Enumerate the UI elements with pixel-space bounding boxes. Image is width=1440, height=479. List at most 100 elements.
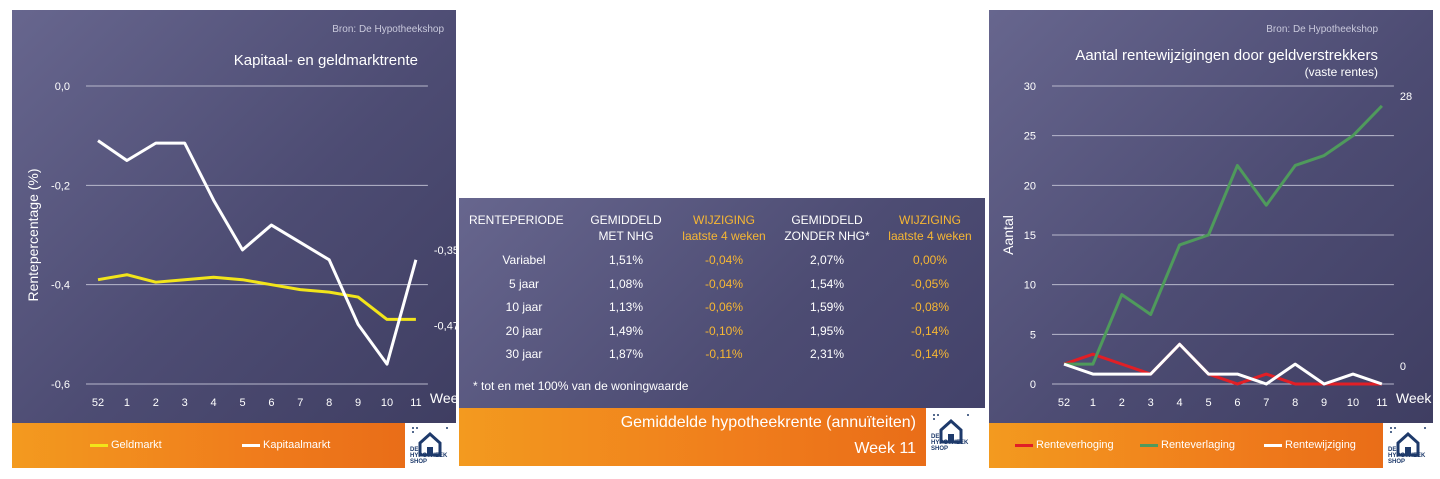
row-value: 1,13% (608, 300, 644, 314)
x-tick-label: 9 (1321, 397, 1327, 409)
legend-renteverlaging: Renteverlaging (1140, 439, 1235, 451)
table-footer: Gemiddelde hypotheekrente (annuïteiten) … (459, 408, 926, 466)
row-label: 10 jaar (505, 300, 543, 314)
x-tick-label: 10 (1347, 397, 1359, 409)
house-icon (933, 414, 969, 444)
legend-renteverhoging: Renteverhoging (1015, 439, 1114, 451)
y-tick-label: -0,6 (51, 379, 70, 391)
row-value: 1,51% (608, 253, 644, 267)
row-change: -0,04% (704, 253, 744, 267)
legend-swatch-renteverhoging (1015, 443, 1033, 447)
end-value-label: 28 (1400, 91, 1412, 103)
legend-label: Kapitaalmarkt (263, 439, 331, 451)
logo-text: DE HYPOTHEEK SHOP (931, 434, 969, 452)
row-label: Variabel (502, 253, 546, 267)
rate-changes-chart: Bron: De Hypotheekshop Aantal rentewijzig… (1000, 24, 1433, 409)
x-tick-label: 1 (1090, 397, 1096, 409)
series-line-kapitaalmarkt (97, 139, 418, 366)
header-gemiddeld-zonder-nhg: GEMIDDELD ZONDER NHG* (784, 213, 870, 243)
row-value: 1,54% (809, 277, 845, 291)
left-chart-footer (12, 423, 405, 468)
chart-subtitle: (vaste rentes) (1305, 65, 1378, 79)
chart-title: Kapitaal- en geldmarktrente (234, 52, 418, 69)
x-tick-label: 7 (1263, 397, 1269, 409)
row-value: 1,59% (809, 300, 845, 314)
y-tick-label: 25 (1024, 131, 1036, 143)
legend-swatch-renteverlaging (1140, 443, 1158, 447)
logo-text: DE HYPOTHEEK SHOP (1388, 447, 1426, 465)
x-axis-label: Week (1396, 390, 1433, 406)
x-tick-label: 3 (1148, 397, 1154, 409)
row-change: -0,10% (704, 324, 744, 338)
y-tick-label: -0,2 (51, 180, 70, 192)
series-line-renteverlaging (1064, 104, 1383, 366)
legend-label: Renteverlaging (1161, 439, 1235, 451)
source-label: Bron: De Hypotheekshop (332, 24, 444, 35)
legend-swatch-kapitaalmarkt (242, 443, 260, 447)
x-tick-label: 10 (381, 397, 393, 409)
logo-text: DE HYPOTHEEK SHOP (410, 447, 448, 465)
x-tick-label: 52 (1058, 397, 1070, 409)
x-tick-label: 1 (124, 397, 130, 409)
legend-label: Renteverhoging (1036, 439, 1114, 451)
header-wijziging-zonder-nhg: WIJZIGING laatste 4 weken (888, 213, 972, 243)
row-change: -0,14% (910, 324, 950, 338)
source-label: Bron: De Hypotheekshop (1266, 24, 1378, 35)
row-value: 1,49% (608, 324, 644, 338)
x-tick-label: 2 (1119, 397, 1125, 409)
right-chart-footer (989, 423, 1383, 468)
row-change: -0,05% (910, 277, 950, 291)
x-axis-label: Week (430, 390, 456, 406)
end-value-label: 0 (1400, 361, 1406, 373)
y-tick-label: 15 (1024, 230, 1036, 242)
row-value: 1,95% (809, 324, 845, 338)
row-value: 2,31% (809, 347, 845, 361)
series-line-rentewijziging (1063, 342, 1383, 386)
mortgage-rate-table: RENTEPERIODE GEMIDDELD MET NHG WIJZIGING l… (459, 198, 985, 408)
x-tick-label: 11 (1376, 397, 1387, 409)
hypotheekshop-logo: DE HYPOTHEEK SHOP (408, 423, 452, 467)
end-value-label: -0,35 (434, 245, 456, 257)
y-tick-label: 10 (1024, 280, 1036, 292)
house-icon (412, 427, 448, 457)
chart-title: Aantal rentewijzigingen door geldverstre… (1075, 47, 1378, 64)
table-footnote: * tot en met 100% van de woningwaarde (473, 379, 689, 393)
legend-label: Geldmarkt (111, 439, 162, 451)
house-icon (1390, 427, 1426, 457)
row-change: -0,08% (910, 300, 950, 314)
end-value-label: -0,47 (434, 320, 456, 332)
y-tick-label: -0,4 (51, 280, 70, 292)
row-change: -0,14% (910, 347, 950, 361)
row-label: 5 jaar (508, 277, 540, 291)
y-tick-label: 5 (1030, 329, 1036, 341)
interest-rate-chart: Bron: De Hypotheekshop Kapitaal- en geldm… (25, 24, 456, 409)
header-renteperiode: RENTEPERIODE (469, 213, 564, 227)
x-tick-label: 9 (355, 397, 361, 409)
x-tick-label: 4 (1177, 397, 1183, 409)
legend-kapitaalmarkt: Kapitaalmarkt (242, 439, 330, 451)
row-value: 1,87% (608, 347, 644, 361)
hypotheekshop-logo: DE HYPOTHEEK SHOP (929, 410, 973, 454)
y-tick-label: 30 (1024, 81, 1036, 93)
right-chart-panel: Bron: De Hypotheekshop Aantal rentewijzig… (989, 10, 1433, 423)
row-value: 1,08% (608, 277, 644, 291)
x-tick-label: 3 (182, 397, 188, 409)
x-tick-label: 7 (297, 397, 303, 409)
x-tick-label: 5 (239, 397, 245, 409)
x-tick-label: 52 (92, 397, 104, 409)
legend-geldmarkt: Geldmarkt (90, 439, 162, 451)
x-tick-label: 2 (153, 397, 159, 409)
x-tick-label: 8 (326, 397, 332, 409)
x-tick-label: 4 (211, 397, 217, 409)
legend-label: Rentewijziging (1285, 439, 1356, 451)
row-change: -0,11% (705, 347, 743, 361)
header-gemiddeld-met-nhg: GEMIDDELD MET NHG (590, 213, 662, 243)
y-axis-label: Rentepercentage (%) (25, 168, 41, 301)
row-value: 2,07% (809, 253, 845, 267)
legend-swatch-rentewijziging (1264, 443, 1282, 447)
left-chart-panel: Bron: De Hypotheekshop Kapitaal- en geldm… (12, 10, 456, 423)
row-change: 0,00% (912, 253, 948, 267)
y-axis-label: Aantal (1000, 215, 1016, 255)
hypotheekshop-logo: DE HYPOTHEEK SHOP (1386, 423, 1430, 467)
series-line-geldmarkt (97, 273, 416, 321)
